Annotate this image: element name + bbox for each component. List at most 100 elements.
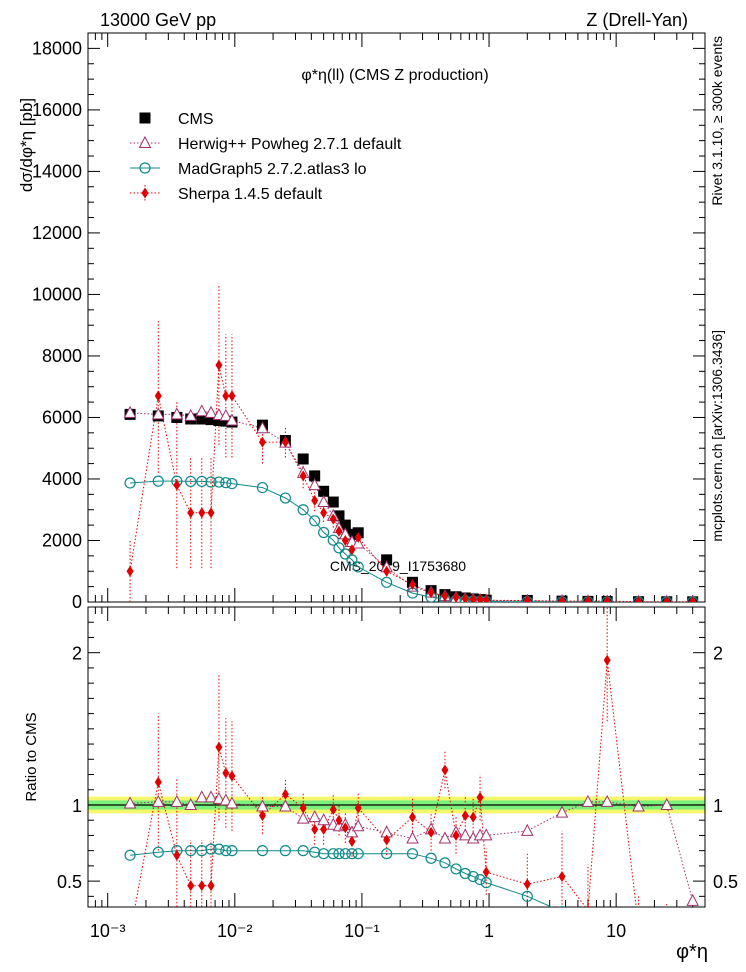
madgraph-ratio-marker [327,848,339,860]
sherpa-marker [173,479,181,491]
madgraph-marker [333,542,345,554]
madgraph-ratio-marker [381,848,393,860]
cms-marker [205,414,217,426]
y-tick-label: 16000 [32,100,82,120]
ratio-plot-frame [87,606,706,908]
y-tick-label: 14000 [32,161,82,181]
herwig-ratio-marker [184,797,198,810]
herwig-ratio-marker [581,794,595,807]
herwig-marker [204,405,218,418]
sherpa-ratio-marker [461,810,469,822]
sherpa-ratio-marker [482,866,490,878]
y-tick-label: 6000 [42,407,82,427]
madgraph-marker [220,477,232,489]
x-tick-label: 10⁻¹ [344,921,380,941]
sherpa-marker [154,390,162,402]
herwig-marker [256,421,269,434]
cms-marker [220,415,232,427]
y-tick-label: 0.5 [57,872,82,892]
herwig-ratio-marker [406,831,419,844]
sherpa-ratio-marker [341,822,349,834]
cms-marker [309,470,321,482]
madgraph-ratio-marker [583,919,593,929]
sherpa-marker [311,495,319,507]
sherpa-marker [207,507,215,519]
herwig-ratio-marker [212,791,226,804]
sherpa-ratio-marker [409,811,417,823]
x-tick-label: 10⁻³ [90,921,126,941]
sherpa-ratio-marker [354,802,362,814]
herwig-ratio-marker [296,811,310,824]
madgraph-ratio-marker [352,848,364,860]
main-data [123,285,699,602]
cms-marker [346,528,358,540]
herwig-marker [123,405,137,418]
ratio-data [123,607,700,932]
herwig-marker [317,494,330,508]
herwig-ratio-marker [632,799,645,812]
madgraph-marker [327,534,339,546]
sherpa-marker [663,596,671,602]
madgraph-ratio-marker [346,848,358,860]
madgraph-ratio-marker [226,845,238,857]
sherpa-ratio-marker [635,921,642,932]
sherpa-marker [523,595,531,602]
herwig-marker [170,407,184,420]
sherpa-ratio-marker [523,878,531,890]
herwig-marker [308,478,322,491]
sherpa-ratio-marker [320,823,328,835]
sherpa-marker [383,565,391,577]
sherpa-marker [198,507,206,519]
herwig-ratio-marker [219,793,233,806]
legend-label: MadGraph5 2.7.2.atlas3 lo [178,161,367,178]
sherpa-marker [354,531,362,543]
madgraph-ratio-marker [256,845,269,857]
sherpa-marker [558,595,566,602]
herwig-marker [219,408,233,421]
cms-marker [213,415,225,427]
sherpa-ratio-marker [299,802,307,814]
madgraph-marker [226,477,238,490]
herwig-ratio-marker [279,799,292,812]
herwig-marker [151,407,165,420]
main-y-axis: 0 2000 4000 6000 8000 10000 12000 14000 16000 180… [32,38,705,612]
x-tick-label: 10 [606,921,626,941]
sherpa-marker [329,513,337,525]
legend-label: Sherpa 1.4.5 default [178,186,323,203]
sherpa-marker [427,587,435,599]
sherpa-ratio-marker [603,654,611,666]
sherpa-marker [635,596,643,602]
herwig-ratio-marker [317,813,330,826]
madgraph-ratio-marker [124,849,136,861]
sherpa-marker [348,544,356,556]
cms-marker [196,413,208,425]
sherpa-ratio-marker [427,826,435,838]
madgraph-ratio-marker [521,890,533,902]
sherpa-ratio-marker [207,880,215,892]
sherpa-ratio-marker [329,804,337,816]
sherpa-ratio-marker [154,776,162,788]
madgraph-ratio-marker [459,867,471,880]
y-tick-label: 4000 [42,469,82,489]
ratio-x-axis: 10⁻³ 10⁻² 10⁻¹ 1 10 [87,607,706,941]
sherpa-ratio-marker [222,767,230,779]
madgraph-ratio-marker [220,845,232,857]
madgraph-ratio-marker [309,846,321,858]
madgraph-marker [196,475,208,488]
sherpa-ratio-marker [258,810,266,822]
url-label: mcplots.cern.ch [arXiv:1306.3436] [709,330,725,542]
sherpa-marker [320,507,328,519]
ratio-plot: Ratio to CMS 0.5 0.51 12 2 10⁻³ 10⁻² 10⁻¹ 1 10 … [23,606,738,963]
herwig-ratio-marker [520,823,534,836]
herwig-ratio-marker [479,828,493,841]
herwig-ratio-marker [195,790,209,803]
cms-marker [297,453,309,465]
sherpa-marker [452,591,460,602]
x-tick-label: 10⁻² [217,921,253,941]
legend-cms-marker [139,112,151,124]
sherpa-marker [228,390,236,402]
madgraph-ratio-marker [474,873,486,886]
ratio-y-axis-label: Ratio to CMS [23,712,40,801]
y-tick-label: 8000 [42,346,82,366]
